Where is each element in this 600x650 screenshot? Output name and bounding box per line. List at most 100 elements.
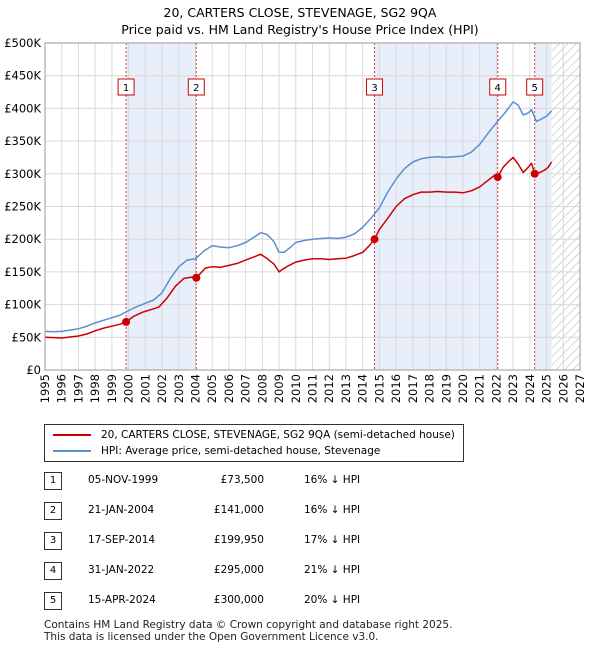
x-tick-label: 2010 [289,374,303,403]
y-tick-label: £100K [4,298,41,312]
y-tick-label: £500K [4,36,41,50]
x-tick-label: 2007 [239,374,253,403]
legend-label-hpi: HPI: Average price, semi-detached house,… [101,445,381,457]
sale-date: 31-JAN-2022 [88,564,155,576]
x-tick-label: 1997 [71,374,85,403]
footer-copyright: Contains HM Land Registry data © Crown c… [44,619,453,631]
sale-label-text: 3 [371,83,377,94]
x-tick-label: 2013 [339,374,353,403]
x-tick-label: 2011 [306,374,320,403]
legend-swatch-property [53,434,91,436]
plot-frame [44,42,581,371]
x-tick-label: 2017 [406,374,420,403]
sale-row: 1 05-NOV-1999 £73,500 16% ↓ HPI [44,472,444,492]
x-tick-label: 2005 [205,374,219,403]
x-tick-label: 2024 [523,374,537,403]
sale-label-text: 4 [495,83,501,94]
sale-number-badge: 5 [44,592,62,610]
sale-number-badge: 4 [44,562,62,580]
x-tick-label: 1995 [38,374,52,403]
x-tick-label: 2015 [372,374,386,403]
legend-swatch-hpi [53,450,91,452]
x-tick-label: 1998 [88,374,102,403]
sale-price: £141,000 [213,504,264,516]
sale-row: 2 21-JAN-2004 £141,000 16% ↓ HPI [44,502,444,522]
sale-point [370,235,379,244]
legend: 20, CARTERS CLOSE, STEVENAGE, SG2 9QA (s… [44,424,464,462]
y-tick-label: £350K [4,134,41,148]
x-tick-label: 2009 [272,374,286,403]
sale-label-text: 1 [123,83,129,94]
footer-licence: This data is licensed under the Open Gov… [44,631,379,643]
sale-label-text: 5 [532,83,538,94]
x-tick-label: 2018 [423,374,437,403]
sale-price: £300,000 [213,594,264,606]
sale-date: 05-NOV-1999 [88,474,159,486]
y-tick-label: £450K [4,69,41,83]
price-chart: 1 2 3 4 5 £0 £50K £100K £150K £200K £250K £300K £350… [4,36,587,403]
y-tick-label: £150K [4,265,41,279]
sale-point [530,169,539,178]
y-tick-label: £200K [4,232,41,246]
x-tick-label: 2022 [489,374,503,403]
sale-row: 5 15-APR-2024 £300,000 20% ↓ HPI [44,592,444,612]
x-tick-label: 2002 [155,374,169,403]
legend-item-hpi: HPI: Average price, semi-detached house,… [53,443,380,459]
x-tick-label: 2006 [222,374,236,403]
sale-label-text: 2 [193,83,199,94]
sale-hpi-diff: 21% ↓ HPI [304,564,361,576]
x-tick-label: 1996 [55,374,69,403]
y-tick-label: £50K [12,330,42,344]
chart-title: 20, CARTERS CLOSE, STEVENAGE, SG2 9QA [163,5,437,20]
sale-number-badge: 1 [44,472,62,490]
x-tick-label: 2003 [172,374,186,403]
sale-price: £73,500 [220,474,264,486]
sale-label-box [117,78,135,96]
sale-date: 21-JAN-2004 [88,504,155,516]
y-tick-label: £400K [4,101,41,115]
x-tick-label: 2016 [389,374,403,403]
x-tick-label: 2025 [540,374,554,403]
sale-hpi-diff: 20% ↓ HPI [304,594,361,606]
sale-date: 17-SEP-2014 [88,534,156,546]
y-tick-label: £0 [26,363,41,377]
footer: Contains HM Land Registry data © Crown c… [44,619,452,643]
chart-title-block: 20, CARTERS CLOSE, STEVENAGE, SG2 9QA Pr… [0,4,600,38]
sale-hpi-diff: 16% ↓ HPI [304,474,361,486]
sale-hpi-diff: 16% ↓ HPI [304,504,361,516]
legend-label-property: 20, CARTERS CLOSE, STEVENAGE, SG2 9QA (s… [101,429,455,441]
y-tick-label: £250K [4,200,41,214]
sale-label-box [489,78,507,96]
x-tick-label: 2020 [456,374,470,403]
x-tick-label: 2014 [356,374,370,403]
x-tick-label: 2004 [188,374,202,403]
chart-subtitle: Price paid vs. HM Land Registry's House … [121,22,479,37]
x-tick-label: 2001 [138,374,152,403]
sale-date: 15-APR-2024 [88,594,156,606]
x-tick-label: 2012 [322,374,336,403]
sale-point [192,273,201,282]
hpi-line [44,101,553,333]
x-tick-label: 2023 [506,374,520,403]
sale-number-badge: 2 [44,502,62,520]
sale-price: £199,950 [213,534,264,546]
sale-row: 3 17-SEP-2014 £199,950 17% ↓ HPI [44,532,444,552]
x-tick-label: 2026 [556,374,570,403]
sale-label-box [366,78,384,96]
legend-item-property: 20, CARTERS CLOSE, STEVENAGE, SG2 9QA (s… [53,427,455,443]
y-tick-label: £300K [4,167,41,181]
sale-row: 4 31-JAN-2022 £295,000 21% ↓ HPI [44,562,444,582]
sale-hpi-diff: 17% ↓ HPI [304,534,361,546]
x-tick-label: 1999 [105,374,119,403]
sale-point [122,317,131,326]
x-tick-label: 2019 [439,374,453,403]
x-tick-label: 2008 [255,374,269,403]
sale-point [493,173,502,182]
sale-label-box [526,78,544,96]
sale-number-badge: 3 [44,532,62,550]
x-tick-label: 2027 [573,374,587,403]
x-tick-label: 2021 [473,374,487,403]
sale-label-box [187,78,205,96]
sale-price: £295,000 [213,564,264,576]
x-tick-label: 2000 [122,374,136,403]
